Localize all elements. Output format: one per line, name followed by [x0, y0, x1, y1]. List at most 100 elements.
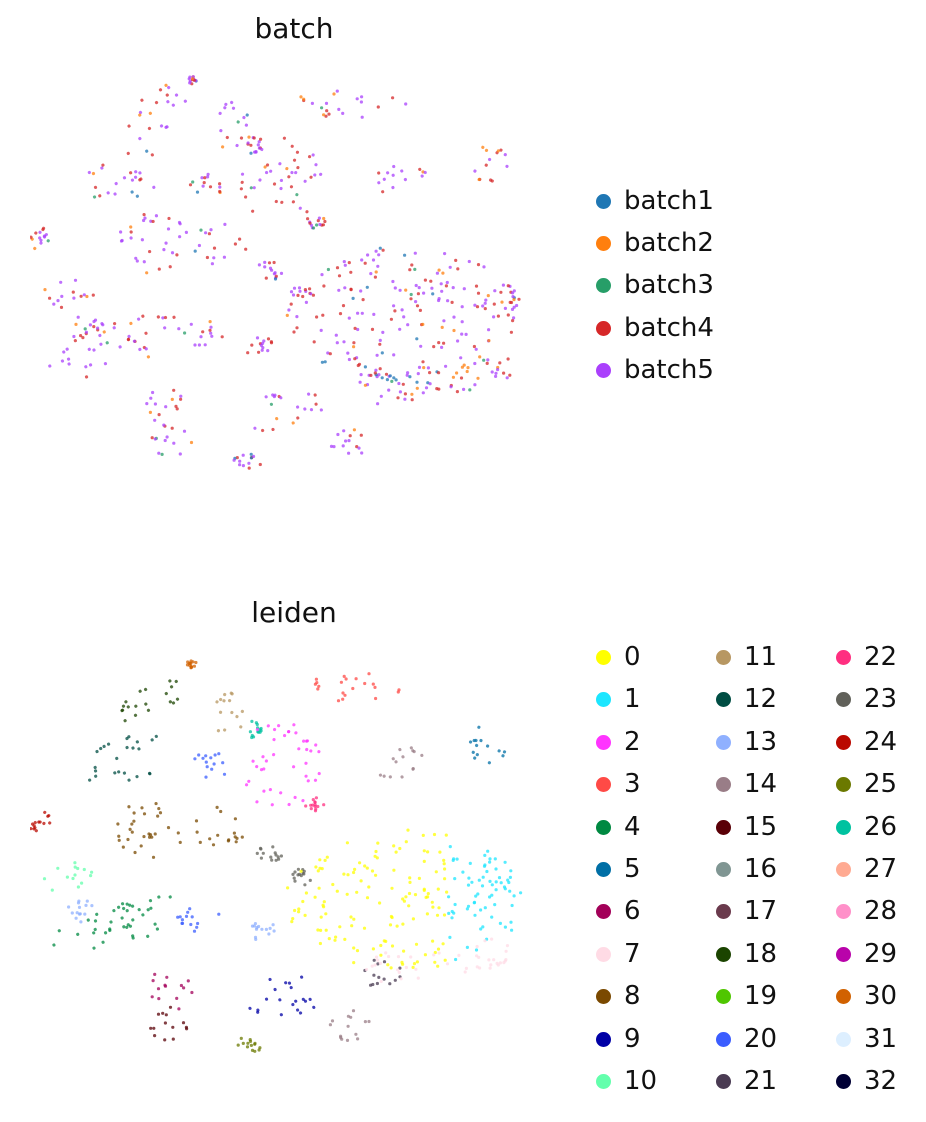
cell-point — [335, 89, 339, 93]
cell-point — [212, 762, 216, 766]
cell-point — [422, 291, 426, 295]
cell-point — [66, 357, 71, 361]
cell-point — [158, 811, 163, 815]
cell-point — [93, 919, 98, 923]
cell-point — [480, 884, 485, 888]
cell-point — [473, 169, 477, 173]
cell-point — [496, 314, 500, 318]
cell-point — [241, 1041, 245, 1045]
cell-point — [250, 1048, 255, 1052]
chart-title: leiden — [251, 596, 337, 629]
cell-point — [60, 359, 65, 363]
cell-point — [170, 397, 174, 401]
cell-point — [76, 885, 80, 889]
cell-point — [43, 810, 47, 814]
cell-point — [156, 814, 160, 818]
cell-point — [271, 845, 275, 849]
leiden-panel: leiden 0 1 2 3 4 5 6 7 8 9 10 11 12 13 14 15 16 17 18 19 20 2… — [0, 568, 926, 1122]
cell-point — [503, 306, 507, 310]
legend-label: 7 — [624, 938, 641, 969]
cell-point — [121, 704, 126, 708]
cell-point — [481, 145, 485, 149]
cell-point — [401, 755, 405, 759]
cell-point — [86, 918, 90, 922]
cell-point — [481, 925, 485, 929]
cell-point — [161, 1011, 165, 1015]
cell-point — [279, 854, 283, 858]
cell-point — [314, 807, 318, 811]
cell-point — [511, 319, 515, 323]
cell-point — [153, 437, 157, 441]
cell-point — [179, 394, 183, 398]
cell-point — [372, 973, 376, 977]
cell-point — [363, 261, 367, 265]
legend-label: 15 — [744, 811, 778, 842]
cell-point — [253, 426, 257, 430]
cell-point — [41, 227, 45, 232]
cell-point — [129, 321, 133, 326]
cell-point — [408, 880, 412, 884]
cell-point — [474, 948, 479, 952]
cell-point — [188, 183, 193, 187]
cell-point — [363, 383, 367, 387]
cell-point — [508, 889, 512, 893]
cell-point — [126, 705, 130, 709]
cell-point — [309, 175, 313, 179]
legend-marker — [836, 904, 851, 920]
cell-point — [379, 979, 383, 984]
cell-point — [175, 253, 179, 257]
cell-point — [212, 256, 216, 260]
cell-point — [273, 851, 277, 855]
cell-point — [256, 1010, 260, 1014]
cell-point — [391, 279, 395, 284]
cell-point — [357, 446, 361, 450]
cell-point — [351, 1009, 356, 1013]
cell-point — [73, 865, 77, 869]
cell-point — [446, 299, 450, 303]
cell-point — [453, 902, 457, 907]
cell-point — [178, 235, 182, 239]
cell-point — [249, 1043, 253, 1047]
cell-point — [506, 284, 510, 288]
cell-point — [262, 339, 266, 343]
cell-point — [352, 961, 356, 965]
cell-point — [311, 153, 315, 157]
cell-point — [223, 692, 227, 697]
cell-point — [371, 947, 375, 951]
cell-point — [185, 663, 190, 667]
cell-point — [264, 276, 268, 280]
cell-point — [146, 934, 150, 938]
cell-point — [273, 393, 277, 397]
cell-point — [299, 95, 303, 99]
cell-point — [235, 714, 239, 719]
cell-point — [392, 868, 396, 872]
cell-point — [260, 147, 264, 152]
cell-point — [351, 686, 355, 691]
cell-point — [314, 865, 318, 869]
cell-point — [351, 296, 355, 300]
cell-point — [388, 982, 392, 986]
legend-label: 24 — [864, 726, 898, 757]
cell-point — [483, 939, 487, 943]
cell-point — [153, 402, 157, 406]
cell-point — [319, 408, 323, 412]
cell-point — [43, 288, 47, 292]
cell-point — [293, 879, 297, 883]
cell-point — [329, 444, 334, 448]
cell-point — [164, 83, 168, 87]
cell-point — [274, 858, 278, 862]
cell-point — [119, 230, 123, 234]
cell-point — [217, 752, 221, 756]
cell-point — [377, 373, 381, 377]
cell-point — [462, 287, 466, 291]
cell-point — [72, 334, 76, 339]
cell-point — [291, 917, 295, 921]
cell-point — [484, 163, 488, 167]
cell-point — [158, 88, 163, 92]
cell-point — [463, 970, 467, 974]
cell-point — [264, 927, 268, 931]
cell-point — [381, 330, 385, 334]
cell-point — [122, 925, 126, 929]
cell-point — [146, 708, 151, 712]
cell-point — [125, 909, 129, 913]
